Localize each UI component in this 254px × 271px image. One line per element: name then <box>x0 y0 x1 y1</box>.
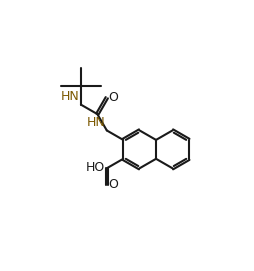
Text: O: O <box>108 91 118 104</box>
Text: O: O <box>108 178 118 191</box>
Text: HN: HN <box>61 91 80 103</box>
Text: HN: HN <box>87 116 106 129</box>
Text: HO: HO <box>86 161 105 174</box>
